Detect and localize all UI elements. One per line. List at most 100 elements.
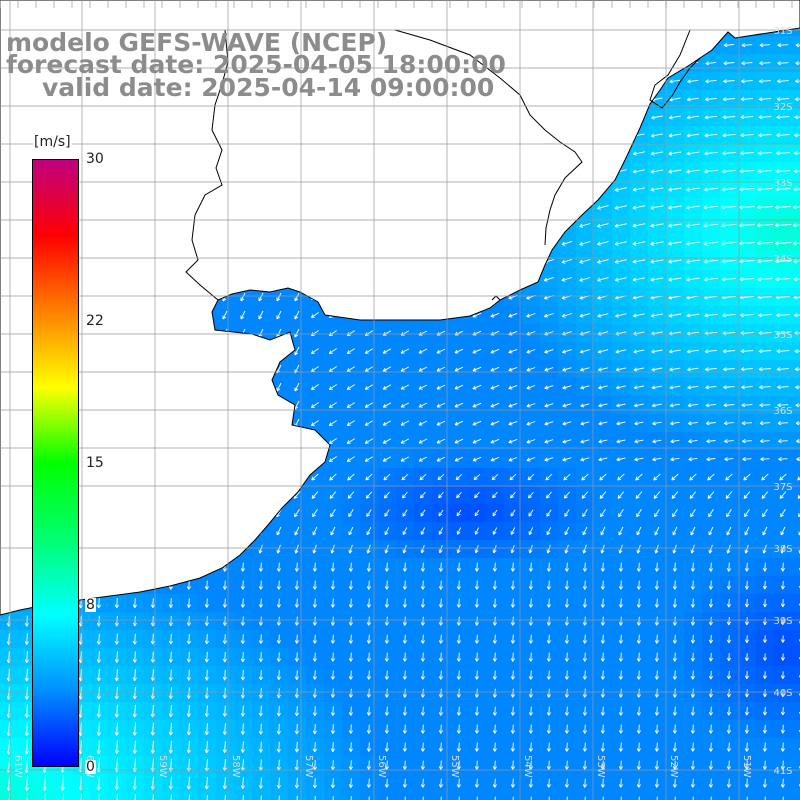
wind-speed-cell xyxy=(360,342,379,361)
wind-speed-cell xyxy=(522,648,541,667)
wind-speed-cell xyxy=(342,522,361,541)
wind-arrow xyxy=(741,43,753,48)
wind-speed-cell xyxy=(720,774,739,793)
wind-speed-cell xyxy=(702,162,721,181)
wind-speed-cell xyxy=(234,558,253,577)
wind-speed-cell xyxy=(648,432,667,451)
wind-speed-cell xyxy=(558,684,577,703)
wind-speed-cell xyxy=(540,576,559,595)
wind-speed-cell xyxy=(738,252,757,271)
wind-speed-cell xyxy=(396,486,415,505)
wind-speed-cell xyxy=(0,702,19,721)
wind-speed-cell xyxy=(756,450,775,469)
wind-speed-cell xyxy=(738,198,757,217)
wind-speed-cell xyxy=(288,774,307,793)
wind-speed-cell xyxy=(504,450,523,469)
wind-speed-cell xyxy=(288,558,307,577)
wind-speed-cell xyxy=(594,234,613,253)
wind-speed-cell xyxy=(450,522,469,541)
wind-speed-cell xyxy=(666,108,685,127)
wind-speed-cell xyxy=(594,594,613,613)
wind-speed-cell xyxy=(180,594,199,613)
wind-speed-cell xyxy=(432,666,451,685)
wind-speed-cell xyxy=(234,684,253,703)
wind-speed-cell xyxy=(90,612,109,631)
wind-speed-cell xyxy=(648,774,667,793)
wind-speed-cell xyxy=(378,792,397,800)
wind-speed-cell xyxy=(612,396,631,415)
wind-speed-cell xyxy=(666,234,685,253)
wind-speed-cell xyxy=(792,648,800,667)
latitude-label: 32S xyxy=(773,102,792,113)
wind-speed-cell xyxy=(468,684,487,703)
wind-speed-cell xyxy=(522,360,541,379)
wind-speed-cell xyxy=(180,702,199,721)
wind-speed-cell xyxy=(468,468,487,487)
wind-speed-cell xyxy=(144,774,163,793)
wind-speed-cell xyxy=(738,720,757,739)
wind-speed-cell xyxy=(648,684,667,703)
wind-speed-cell xyxy=(216,594,235,613)
wind-speed-cell xyxy=(234,702,253,721)
wind-speed-cell xyxy=(90,720,109,739)
wind-speed-cell xyxy=(522,504,541,523)
wind-speed-cell xyxy=(702,90,721,109)
wind-speed-cell xyxy=(630,198,649,217)
wind-speed-cell xyxy=(774,774,793,793)
wind-speed-cell xyxy=(702,378,721,397)
wind-speed-cell xyxy=(540,756,559,775)
wind-speed-cell xyxy=(720,720,739,739)
wind-speed-cell xyxy=(360,558,379,577)
wind-speed-cell xyxy=(738,486,757,505)
wind-speed-cell xyxy=(396,684,415,703)
wind-speed-cell xyxy=(180,756,199,775)
wind-speed-cell xyxy=(720,666,739,685)
wind-speed-cell xyxy=(684,540,703,559)
wind-speed-cell xyxy=(594,396,613,415)
wind-speed-cell xyxy=(756,720,775,739)
wind-speed-cell xyxy=(666,342,685,361)
wind-speed-cell xyxy=(702,630,721,649)
wind-speed-cell xyxy=(378,414,397,433)
wind-speed-cell xyxy=(720,126,739,145)
wind-speed-cell xyxy=(180,630,199,649)
wind-speed-cell xyxy=(630,504,649,523)
wind-speed-cell xyxy=(720,540,739,559)
wind-speed-cell xyxy=(486,774,505,793)
wind-speed-cell xyxy=(576,540,595,559)
wind-speed-cell xyxy=(612,702,631,721)
wind-speed-cell xyxy=(396,738,415,757)
wind-speed-cell xyxy=(450,396,469,415)
wind-speed-cell xyxy=(396,324,415,343)
wind-speed-cell xyxy=(288,306,307,325)
wind-speed-cell xyxy=(306,576,325,595)
wind-speed-cell xyxy=(666,198,685,217)
wind-speed-cell xyxy=(738,270,757,289)
longitude-label: 56W xyxy=(376,755,387,778)
wind-speed-cell xyxy=(414,720,433,739)
wind-speed-cell xyxy=(378,666,397,685)
wind-speed-cell xyxy=(414,360,433,379)
wind-speed-cell xyxy=(522,324,541,343)
wind-speed-cell xyxy=(324,576,343,595)
wind-speed-cell xyxy=(612,288,631,307)
wind-speed-cell xyxy=(468,648,487,667)
wind-speed-cell xyxy=(774,216,793,235)
wind-speed-cell xyxy=(738,792,757,800)
wind-speed-cell xyxy=(702,414,721,433)
wind-speed-cell xyxy=(540,288,559,307)
wind-speed-cell xyxy=(504,774,523,793)
wind-speed-cell xyxy=(756,306,775,325)
wind-speed-cell xyxy=(486,756,505,775)
wind-speed-cell xyxy=(378,324,397,343)
wind-speed-cell xyxy=(252,540,271,559)
wind-speed-cell xyxy=(612,576,631,595)
wind-speed-cell xyxy=(720,558,739,577)
wind-speed-cell xyxy=(198,630,217,649)
wind-speed-cell xyxy=(756,108,775,127)
wind-speed-cell xyxy=(360,522,379,541)
wind-speed-cell xyxy=(792,612,800,631)
wind-speed-cell xyxy=(414,774,433,793)
wind-speed-cell xyxy=(306,594,325,613)
